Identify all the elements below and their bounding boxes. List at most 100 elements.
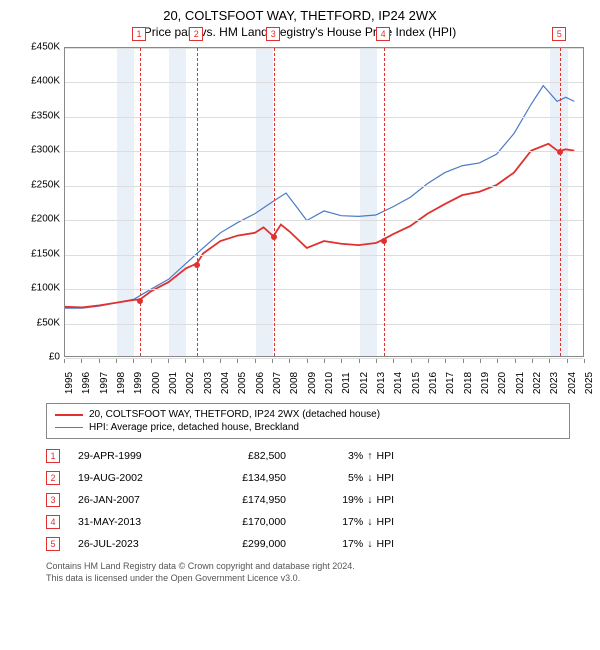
x-tick-mark xyxy=(341,359,342,363)
sale-dot xyxy=(194,262,200,268)
x-tick-mark xyxy=(532,359,533,363)
y-tick-label: £50K xyxy=(14,317,60,328)
x-tick-label: 2003 xyxy=(203,372,214,394)
transaction-badge: 5 xyxy=(46,537,60,551)
x-tick-mark xyxy=(81,359,82,363)
x-tick-label: 2011 xyxy=(341,372,352,394)
sale-marker-badge: 5 xyxy=(552,27,566,41)
x-tick-mark xyxy=(324,359,325,363)
transaction-date: 26-JUL-2023 xyxy=(78,538,188,550)
x-tick-mark xyxy=(255,359,256,363)
transaction-date: 26-JAN-2007 xyxy=(78,494,188,506)
sale-marker-line xyxy=(384,48,385,356)
sale-dot xyxy=(271,234,277,240)
transaction-row: 1 29-APR-1999 £82,500 3%↑HPI xyxy=(46,445,570,467)
x-tick-mark xyxy=(463,359,464,363)
sale-dot xyxy=(557,149,563,155)
x-tick-label: 2002 xyxy=(185,372,196,394)
transaction-price: £170,000 xyxy=(206,516,286,528)
transaction-delta: 17%↓HPI xyxy=(304,516,394,528)
sale-marker-line xyxy=(197,48,198,356)
x-tick-mark xyxy=(185,359,186,363)
transaction-date: 31-MAY-2013 xyxy=(78,516,188,528)
y-tick-label: £200K xyxy=(14,214,60,225)
series-price_paid xyxy=(65,144,574,308)
transaction-price: £134,950 xyxy=(206,472,286,484)
legend: 20, COLTSFOOT WAY, THETFORD, IP24 2WX (d… xyxy=(46,403,570,439)
transaction-table: 129-APR-1999£82,5003%↑HPI219-AUG-2002£13… xyxy=(46,445,570,555)
x-tick-label: 1998 xyxy=(116,372,127,394)
arrow-icon: ↓ xyxy=(367,516,372,528)
legend-swatch xyxy=(55,427,83,428)
transaction-badge: 4 xyxy=(46,515,60,529)
x-tick-label: 2006 xyxy=(255,372,266,394)
arrow-icon: ↓ xyxy=(367,538,372,550)
transaction-delta: 19%↓HPI xyxy=(304,494,394,506)
x-tick-label: 1997 xyxy=(99,372,110,394)
y-tick-label: £400K xyxy=(14,76,60,87)
title-main: 20, COLTSFOOT WAY, THETFORD, IP24 2WX xyxy=(0,8,600,23)
transaction-price: £174,950 xyxy=(206,494,286,506)
arrow-icon: ↓ xyxy=(367,494,372,506)
x-tick-mark xyxy=(64,359,65,363)
x-axis: 1995199619971998199920002001200220032004… xyxy=(64,359,584,399)
title-sub: Price paid vs. HM Land Registry's House … xyxy=(0,25,600,39)
y-gridline xyxy=(65,220,583,221)
sale-marker-badge: 3 xyxy=(266,27,280,41)
x-tick-label: 2015 xyxy=(411,372,422,394)
title-block: 20, COLTSFOOT WAY, THETFORD, IP24 2WX Pr… xyxy=(0,0,600,43)
y-gridline xyxy=(65,117,583,118)
footer-line-2: This data is licensed under the Open Gov… xyxy=(46,573,570,585)
transaction-delta: 3%↑HPI xyxy=(304,450,394,462)
x-tick-mark xyxy=(99,359,100,363)
x-tick-mark xyxy=(515,359,516,363)
y-gridline xyxy=(65,151,583,152)
sale-dot xyxy=(137,298,143,304)
x-tick-mark xyxy=(549,359,550,363)
sale-marker-line xyxy=(274,48,275,356)
x-tick-mark xyxy=(428,359,429,363)
y-gridline xyxy=(65,255,583,256)
legend-label: HPI: Average price, detached house, Brec… xyxy=(89,422,299,433)
x-tick-label: 2004 xyxy=(220,372,231,394)
y-tick-label: £300K xyxy=(14,145,60,156)
sale-marker-badge: 4 xyxy=(376,27,390,41)
x-tick-label: 2010 xyxy=(324,372,335,394)
transaction-badge: 1 xyxy=(46,449,60,463)
transaction-date: 29-APR-1999 xyxy=(78,450,188,462)
transaction-row: 219-AUG-2002£134,9505%↓HPI xyxy=(46,467,570,489)
plot-region xyxy=(64,47,584,357)
x-tick-mark xyxy=(272,359,273,363)
x-tick-mark xyxy=(497,359,498,363)
x-tick-mark xyxy=(237,359,238,363)
x-tick-label: 1996 xyxy=(81,372,92,394)
transaction-price: £82,500 xyxy=(206,450,286,462)
x-tick-mark xyxy=(480,359,481,363)
line-layer xyxy=(65,48,583,356)
transaction-row: 526-JUL-2023£299,00017%↓HPI xyxy=(46,533,570,555)
x-tick-mark xyxy=(445,359,446,363)
sale-dot xyxy=(381,238,387,244)
x-tick-mark xyxy=(151,359,152,363)
transaction-row: 326-JAN-2007£174,95019%↓HPI xyxy=(46,489,570,511)
x-tick-label: 2020 xyxy=(497,372,508,394)
x-tick-mark xyxy=(133,359,134,363)
y-tick-label: £0 xyxy=(14,352,60,363)
x-tick-mark xyxy=(376,359,377,363)
x-tick-label: 2014 xyxy=(393,372,404,394)
sale-marker-line xyxy=(140,48,141,356)
x-tick-label: 2021 xyxy=(515,372,526,394)
footer-line-1: Contains HM Land Registry data © Crown c… xyxy=(46,561,570,573)
x-tick-mark xyxy=(411,359,412,363)
y-tick-label: £100K xyxy=(14,283,60,294)
x-tick-mark xyxy=(116,359,117,363)
sale-marker-line xyxy=(560,48,561,356)
x-tick-label: 2000 xyxy=(151,372,162,394)
x-tick-mark xyxy=(220,359,221,363)
legend-row: HPI: Average price, detached house, Brec… xyxy=(55,421,561,434)
x-tick-label: 2019 xyxy=(480,372,491,394)
x-tick-label: 2023 xyxy=(549,372,560,394)
legend-swatch xyxy=(55,414,83,416)
transaction-badge: 2 xyxy=(46,471,60,485)
chart-area: 1995199619971998199920002001200220032004… xyxy=(40,47,600,397)
